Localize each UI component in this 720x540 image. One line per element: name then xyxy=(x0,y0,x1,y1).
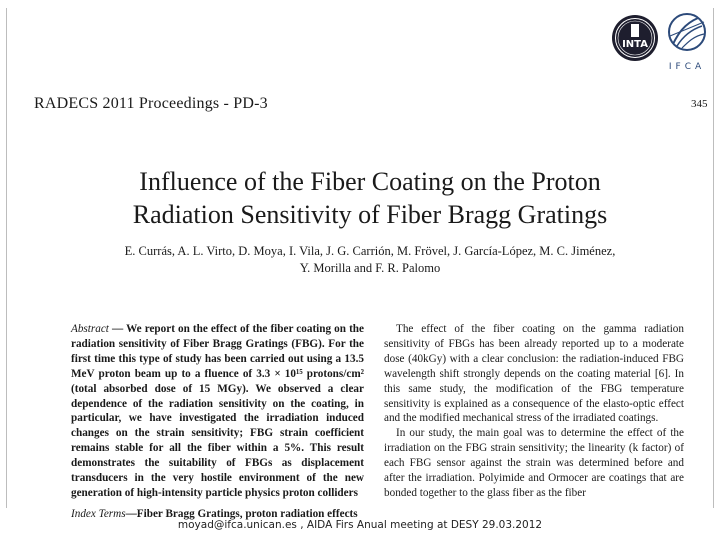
intro-paragraph-1: The effect of the fiber coating on the g… xyxy=(384,323,684,425)
authors-line1: E. Currás, A. L. Virto, D. Moya, I. Vila… xyxy=(124,244,616,258)
paper-title: Influence of the Fiber Coating on the Pr… xyxy=(50,165,690,231)
paper-title-line1: Influence of the Fiber Coating on the Pr… xyxy=(139,167,601,196)
abstract-label: Abstract xyxy=(71,323,109,335)
page-number: 345 xyxy=(691,98,708,110)
index-terms-text: Fiber Bragg Gratings, proton radiation e… xyxy=(136,507,358,520)
proceedings-header: RADECS 2011 Proceedings - PD-3 xyxy=(34,95,268,112)
abstract-text: We report on the effect of the fiber coa… xyxy=(71,323,364,499)
slide-border-left xyxy=(6,8,7,508)
paper-title-line2: Radiation Sensitivity of Fiber Bragg Gra… xyxy=(132,200,608,229)
index-terms: Index Terms—Fiber Bragg Gratings, proton… xyxy=(71,507,358,520)
abstract: Abstract — We report on the effect of th… xyxy=(71,323,364,499)
intro-paragraph-2: In our study, the main goal was to deter… xyxy=(384,427,684,499)
inta-logo: INTA xyxy=(611,14,659,62)
paper-authors: E. Currás, A. L. Virto, D. Moya, I. Vila… xyxy=(80,243,660,277)
index-terms-label: Index Terms xyxy=(71,507,126,520)
abstract-column: Abstract — We report on the effect of th… xyxy=(71,322,364,522)
authors-line2: Y. Morilla and F. R. Palomo xyxy=(299,261,441,275)
slide-footer: moyad@ifca.unican.es , AIDA Firs Anual m… xyxy=(177,519,543,531)
slide-border-right xyxy=(713,8,714,508)
inta-logo-text: INTA xyxy=(622,39,648,50)
ifca-logo-text: IFCA xyxy=(669,62,705,72)
intro-column: The effect of the fiber coating on the g… xyxy=(384,322,684,501)
ifca-logo: IFCA xyxy=(664,12,710,72)
